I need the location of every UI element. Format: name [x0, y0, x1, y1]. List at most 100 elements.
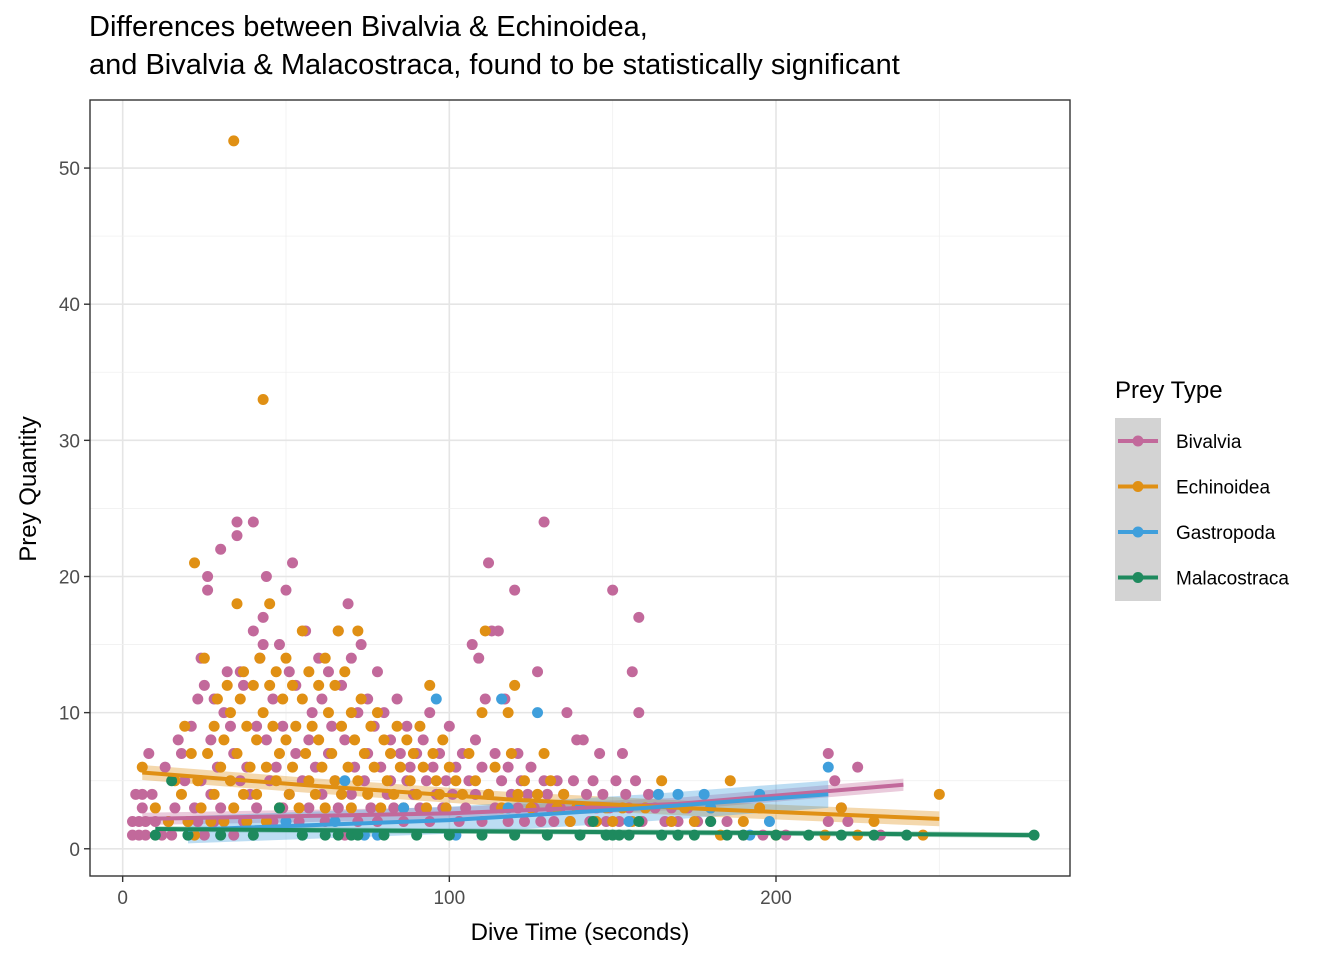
legend-title: Prey Type: [1115, 377, 1223, 404]
data-point-echinoidea: [424, 679, 436, 691]
legend-label-gastropoda: Gastropoda: [1176, 523, 1276, 544]
data-point-malacostraca: [247, 829, 259, 841]
data-point-bivalvia: [355, 639, 367, 651]
data-point-echinoidea: [195, 802, 207, 814]
data-point-echinoidea: [316, 761, 328, 773]
data-point-echinoidea: [933, 788, 945, 800]
data-point-malacostraca: [296, 829, 308, 841]
legend-key-background: [1115, 418, 1161, 601]
data-point-echinoidea: [479, 625, 491, 637]
data-point-echinoidea: [538, 747, 550, 759]
legend-key-point-malacostraca: [1132, 572, 1144, 583]
data-point-echinoidea: [198, 652, 210, 664]
data-point-bivalvia: [143, 747, 155, 759]
data-point-echinoidea: [326, 747, 338, 759]
data-point-malacostraca: [166, 775, 178, 787]
data-point-bivalvia: [251, 802, 263, 814]
data-point-echinoidea: [231, 598, 243, 610]
data-point-bivalvia: [404, 761, 416, 773]
data-point-bivalvia: [303, 802, 315, 814]
x-tick-label: 100: [433, 888, 465, 909]
axes: 0 100 200 0 10 20 30 40 50: [59, 159, 792, 909]
data-point-bivalvia: [228, 829, 240, 841]
data-point-echinoidea: [450, 775, 462, 787]
data-point-bivalvia: [371, 666, 383, 678]
data-point-bivalvia: [630, 775, 642, 787]
data-point-echinoidea: [306, 720, 318, 732]
data-point-bivalvia: [322, 666, 334, 678]
data-point-echinoidea: [427, 747, 439, 759]
data-point-echinoidea: [234, 693, 246, 705]
data-point-echinoidea: [260, 761, 272, 773]
data-point-echinoidea: [238, 788, 250, 800]
data-point-echinoidea: [414, 720, 426, 732]
data-point-bivalvia: [420, 775, 432, 787]
data-point-echinoidea: [407, 747, 419, 759]
data-point-bivalvia: [303, 734, 315, 746]
data-point-echinoidea: [394, 761, 406, 773]
data-point-echinoidea: [391, 720, 403, 732]
data-point-echinoidea: [251, 734, 263, 746]
data-point-bivalvia: [247, 625, 259, 637]
data-point-bivalvia: [525, 761, 537, 773]
data-point-echinoidea: [345, 802, 357, 814]
data-point-bivalvia: [198, 829, 210, 841]
data-point-bivalvia: [345, 788, 357, 800]
data-point-bivalvia: [277, 720, 289, 732]
data-point-echinoidea: [336, 720, 348, 732]
trend-line-echinoidea: [142, 770, 940, 821]
data-point-bivalvia: [270, 761, 282, 773]
data-point-echinoidea: [656, 775, 668, 787]
data-point-bivalvia: [260, 734, 272, 746]
data-point-bivalvia: [633, 707, 645, 719]
data-point-bivalvia: [587, 775, 599, 787]
data-point-echinoidea: [607, 816, 619, 828]
data-point-echinoidea: [303, 666, 315, 678]
data-point-bivalvia: [388, 802, 400, 814]
data-point-echinoidea: [469, 775, 481, 787]
plot-panel: [90, 100, 1070, 876]
data-point-gastropoda: [763, 816, 775, 828]
data-point-echinoidea: [345, 707, 357, 719]
y-tick-label: 50: [59, 159, 80, 180]
data-point-bivalvia: [283, 666, 295, 678]
data-point-bivalvia: [548, 816, 560, 828]
data-point-bivalvia: [581, 788, 593, 800]
x-axis-label: Dive Time (seconds): [471, 919, 690, 946]
data-point-echinoidea: [381, 775, 393, 787]
data-point-bivalvia: [822, 816, 834, 828]
data-point-echinoidea: [417, 761, 429, 773]
data-point-bivalvia: [535, 816, 547, 828]
data-point-bivalvia: [290, 747, 302, 759]
data-point-echinoidea: [313, 679, 325, 691]
data-point-bivalvia: [518, 816, 530, 828]
data-point-bivalvia: [440, 775, 452, 787]
data-point-echinoidea: [287, 679, 299, 691]
data-point-echinoidea: [688, 816, 700, 828]
data-point-gastropoda: [652, 788, 664, 800]
data-point-echinoidea: [440, 802, 452, 814]
data-point-bivalvia: [215, 802, 227, 814]
data-point-bivalvia: [417, 734, 429, 746]
data-point-echinoidea: [368, 761, 380, 773]
data-point-bivalvia: [852, 761, 864, 773]
data-point-echinoidea: [319, 802, 331, 814]
data-point-echinoidea: [283, 788, 295, 800]
data-point-echinoidea: [238, 666, 250, 678]
data-point-echinoidea: [505, 747, 517, 759]
data-point-echinoidea: [868, 816, 880, 828]
data-point-echinoidea: [273, 747, 285, 759]
data-point-bivalvia: [231, 516, 243, 528]
panel-border: [89, 99, 1071, 877]
data-point-echinoidea: [260, 816, 272, 828]
data-point-bivalvia: [339, 734, 351, 746]
data-point-echinoidea: [202, 747, 214, 759]
data-point-bivalvia: [594, 747, 606, 759]
data-point-gastropoda: [339, 775, 351, 787]
data-point-echinoidea: [290, 720, 302, 732]
data-point-echinoidea: [518, 775, 530, 787]
data-point-echinoidea: [443, 761, 455, 773]
chart-title: Differences between Bivalvia & Echinoide…: [89, 8, 900, 84]
data-point-malacostraca: [182, 829, 194, 841]
